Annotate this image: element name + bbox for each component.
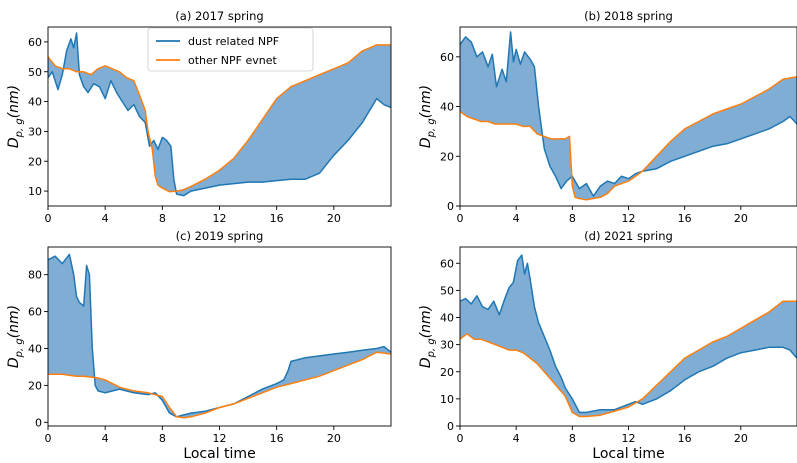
x-tick-label: 16: [270, 212, 284, 225]
fill-between-area: [460, 32, 797, 200]
x-tick-label: 20: [327, 432, 341, 445]
y-axis-label: Dp, g(nm): [6, 305, 25, 368]
y-tick-label: 0: [447, 420, 454, 433]
legend-entry: dust related NPF: [188, 35, 279, 48]
y-tick-label: 20: [440, 366, 454, 379]
y-tick-label: 50: [28, 66, 42, 79]
x-tick-label: 8: [159, 212, 166, 225]
y-tick-label: 40: [28, 342, 42, 355]
y-axis-label: Dp, g(nm): [6, 85, 25, 148]
x-tick-label: 12: [622, 432, 636, 445]
fill-between-area: [48, 33, 391, 196]
x-tick-label: 12: [213, 432, 227, 445]
x-tick-label: 8: [159, 432, 166, 445]
x-tick-label: 16: [678, 432, 692, 445]
y-tick-label: 40: [440, 101, 454, 114]
x-tick-label: 20: [327, 212, 341, 225]
x-axis-label: Local time: [592, 446, 664, 462]
x-tick-label: 4: [102, 212, 109, 225]
other-series-line: [460, 300, 797, 418]
y-tick-label: 30: [440, 339, 454, 352]
y-tick-label: 60: [28, 306, 42, 319]
y-tick-label: 40: [28, 96, 42, 109]
dust-series-line: [48, 253, 391, 418]
x-axis-label-left: Local time: [183, 446, 255, 462]
x-tick-label: 4: [102, 432, 109, 445]
panel-title: (b) 2018 spring: [584, 9, 673, 23]
legend: dust related NPF other NPF evnet: [147, 27, 314, 72]
fill-between-area: [460, 255, 797, 417]
panel-title: (a) 2017 spring: [175, 9, 263, 23]
y-tick-label: 50: [440, 284, 454, 297]
panel-1: 0 4 8 12 16 20 10 20 30 40 50 60 (a) 2017 spring Dp, …: [6, 9, 392, 225]
plot-frame: [47, 246, 392, 427]
x-tick-label: 0: [45, 212, 52, 225]
dust-series-line: [460, 31, 797, 197]
legend-entry: other NPF evnet: [188, 54, 278, 67]
y-tick-label: 20: [28, 155, 42, 168]
x-tick-label: 0: [45, 432, 52, 445]
y-axis-label: Dp, g(nm): [418, 305, 437, 368]
panel-4: 0 4 8 12 16 20 0 10 20 30 40 50 60 (d) 2021 spring Dp,…: [418, 229, 797, 462]
y-tick-label: 30: [28, 125, 42, 138]
other-series-line: [460, 75, 797, 201]
y-tick-label: 10: [28, 185, 42, 198]
x-tick-label: 4: [513, 212, 520, 225]
dust-series-line: [48, 32, 391, 197]
x-tick-label: 20: [734, 212, 748, 225]
y-tick-label: 60: [440, 51, 454, 64]
panel-title: (d) 2021 spring: [584, 229, 673, 243]
x-tick-label: 16: [678, 212, 692, 225]
y-tick-label: 0: [35, 416, 42, 429]
fill-between-area: [48, 255, 391, 418]
y-tick-label: 40: [440, 312, 454, 325]
other-series-line: [48, 351, 391, 419]
panel-title: (c) 2019 spring: [176, 229, 264, 243]
x-tick-label: 4: [513, 432, 520, 445]
y-tick-label: 60: [440, 257, 454, 270]
legend-box: [147, 27, 314, 72]
y-tick-label: 20: [28, 379, 42, 392]
y-axis-label: Dp, g(nm): [418, 85, 437, 148]
other-series-line: [48, 44, 391, 193]
x-tick-label: 16: [270, 432, 284, 445]
x-tick-label: 8: [569, 212, 576, 225]
y-tick-label: 10: [440, 393, 454, 406]
x-tick-label: 20: [734, 432, 748, 445]
panel-3: 0 4 8 12 16 20 0 20 40 60 80 (c) 2019 spring Dp, g(n…: [6, 229, 392, 445]
y-tick-label: 0: [447, 200, 454, 213]
x-tick-label: 0: [457, 212, 464, 225]
x-tick-label: 12: [622, 212, 636, 225]
y-tick-label: 60: [28, 36, 42, 49]
x-tick-label: 0: [457, 432, 464, 445]
dust-series-line: [460, 254, 797, 414]
y-tick-label: 20: [440, 150, 454, 163]
y-tick-label: 80: [28, 269, 42, 282]
x-tick-label: 12: [213, 212, 227, 225]
x-tick-label: 8: [569, 432, 576, 445]
panel-2: 0 4 8 12 16 20 0 20 40 60 (b) 2018 spring Dp, g(nm): [418, 9, 797, 225]
